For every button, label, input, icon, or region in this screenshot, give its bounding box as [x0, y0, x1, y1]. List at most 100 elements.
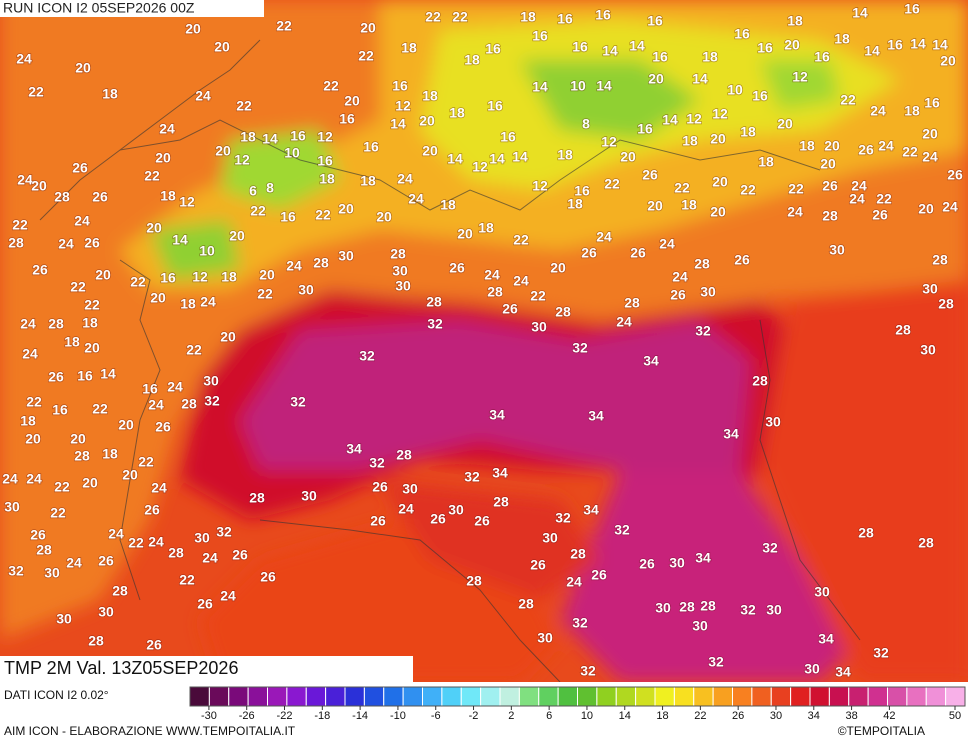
- temperature-label: 14: [932, 37, 948, 53]
- temperature-label: 28: [700, 598, 716, 614]
- temperature-label: 22: [513, 232, 529, 248]
- temperature-label: 16: [887, 37, 903, 53]
- temperature-label: 28: [390, 246, 406, 262]
- colorbar-swatch: [751, 686, 772, 707]
- temperature-label: 32: [555, 510, 571, 526]
- temperature-label: 22: [530, 288, 546, 304]
- temperature-label: 32: [740, 602, 756, 618]
- temperature-label: 28: [88, 633, 104, 649]
- temperature-label: 22: [179, 572, 195, 588]
- temperature-label: 26: [92, 189, 108, 205]
- temperature-label: 20: [777, 116, 793, 132]
- temperature-label: 16: [652, 49, 668, 65]
- temperature-label: 28: [694, 256, 710, 272]
- colorbar-swatch: [887, 686, 908, 707]
- temperature-label: 22: [26, 394, 42, 410]
- temperature-label: 18: [758, 154, 774, 170]
- temperature-label: 30: [766, 602, 782, 618]
- temperature-label: 28: [112, 583, 128, 599]
- colorbar-swatch: [344, 686, 365, 707]
- temperature-label: 16: [647, 13, 663, 29]
- temperature-label: 18: [799, 138, 815, 154]
- temperature-label: 20: [922, 126, 938, 142]
- temperature-label: 28: [518, 596, 534, 612]
- temperature-label: 20: [84, 340, 100, 356]
- colorbar-frame: [189, 686, 966, 707]
- temperature-label: 16: [500, 129, 516, 145]
- temperature-label: 16: [485, 41, 501, 57]
- temperature-label: 16: [290, 128, 306, 144]
- temperature-label: 20: [647, 198, 663, 214]
- temperature-label: 14: [602, 43, 618, 59]
- temperature-label: 20: [185, 21, 201, 37]
- temperature-label: 22: [276, 18, 292, 34]
- temperature-label: 32: [873, 645, 889, 661]
- colorbar-swatch: [828, 686, 850, 707]
- temperature-label: 18: [464, 52, 480, 68]
- temperature-label: 18: [319, 171, 335, 187]
- temperature-label: 20: [118, 417, 134, 433]
- temperature-label: 26: [260, 569, 276, 585]
- temperature-label: 20: [229, 228, 245, 244]
- temperature-label: 22: [50, 505, 66, 521]
- temperature-label: 24: [484, 267, 500, 283]
- temperature-label: 30: [56, 611, 72, 627]
- temperature-label: 26: [858, 142, 874, 158]
- temperature-label: 12: [712, 106, 728, 122]
- temperature-label: 28: [895, 322, 911, 338]
- temperature-label: 16: [924, 95, 940, 111]
- temperature-label: 30: [669, 555, 685, 571]
- temperature-label: 30: [692, 618, 708, 634]
- temperature-label: 8: [582, 116, 590, 132]
- temperature-label: 20: [338, 201, 354, 217]
- temperature-label: 24: [870, 103, 886, 119]
- temperature-label: 32: [708, 654, 724, 670]
- colorbar-swatch: [286, 686, 307, 707]
- temperature-label: 30: [537, 630, 553, 646]
- temperature-label: 14: [172, 232, 188, 248]
- temperature-label: 30: [203, 373, 219, 389]
- temperature-label: 22: [876, 191, 892, 207]
- temperature-label: 32: [580, 663, 596, 679]
- temperature-label: 16: [752, 88, 768, 104]
- colorbar-swatch: [577, 686, 598, 707]
- temperature-label: 28: [938, 296, 954, 312]
- header-box: [0, 0, 264, 17]
- temperature-label: 18: [681, 197, 697, 213]
- temperature-label: 18: [180, 296, 196, 312]
- temperature-label: 32: [572, 340, 588, 356]
- temperature-label: 26: [30, 527, 46, 543]
- temperature-label: 22: [902, 144, 918, 160]
- temperature-label: 30: [392, 263, 408, 279]
- colorbar-tick-label: -6: [431, 710, 441, 722]
- temperature-label: 24: [408, 191, 424, 207]
- temperature-label: 30: [700, 284, 716, 300]
- temperature-label: 24: [851, 178, 867, 194]
- temperature-label: 22: [28, 84, 44, 100]
- temperature-label: 20: [155, 150, 171, 166]
- temperature-label: 24: [849, 191, 865, 207]
- temperature-label: 24: [26, 471, 42, 487]
- temperature-label: 24: [148, 534, 164, 550]
- colorbar-tick-label: -30: [201, 710, 217, 722]
- colorbar-tick-label: -14: [352, 710, 368, 722]
- colorbar-swatch: [383, 686, 404, 707]
- temperature-label: 30: [402, 481, 418, 497]
- temperature-label: 18: [102, 86, 118, 102]
- colorbar-tick-label: 42: [883, 710, 895, 722]
- temperature-label: 26: [98, 553, 114, 569]
- colorbar-swatch: [460, 686, 482, 707]
- temperature-label: 18: [64, 334, 80, 350]
- temperature-label: 24: [878, 138, 894, 154]
- temperature-label: 20: [710, 131, 726, 147]
- temperature-label: 24: [659, 236, 675, 252]
- temperature-label: 28: [679, 599, 695, 615]
- temperature-label: 16: [904, 1, 920, 17]
- temperature-label: 20: [75, 60, 91, 76]
- temperature-label: 22: [257, 286, 273, 302]
- temperature-label: 16: [734, 26, 750, 42]
- temperature-label: 20: [31, 178, 47, 194]
- temperature-label: 28: [918, 535, 934, 551]
- temperature-label: 24: [202, 550, 218, 566]
